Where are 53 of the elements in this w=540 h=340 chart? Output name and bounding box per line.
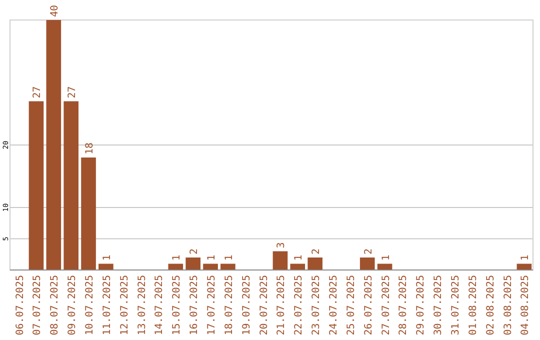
data-label: 27 [67,86,78,98]
bar [28,101,44,270]
x-tick-label: 13.07.2025 [136,275,148,336]
x-tick-label: 06.07.2025 [14,275,26,336]
data-label: 1 [102,254,113,261]
bar [46,20,62,270]
x-tick-label: 19.07.2025 [241,275,252,336]
x-tick-label: 09.07.2025 [67,275,78,336]
x-tick-label: 14.07.2025 [154,275,166,336]
bar [360,258,375,270]
x-tick-label: 29.07.2025 [416,275,427,336]
data-label: 27 [32,86,44,98]
x-tick-label: 11.07.2025 [102,275,113,336]
bar [186,258,200,270]
data-label: 1 [520,254,532,261]
x-tick-label: 30.07.2025 [433,275,444,336]
data-label: 2 [363,248,374,254]
x-tick-label: 25.07.2025 [346,275,357,336]
x-tick-label: 26.07.2025 [363,275,374,336]
x-tick-label: 03.08.2025 [502,275,514,336]
x-tick-label: 08.07.2025 [50,275,61,336]
data-label: 3 [276,242,288,248]
data-label: 1 [206,254,218,261]
x-tick-label: 22.07.2025 [294,275,305,336]
x-tick-label: 16.07.2025 [189,275,200,336]
x-tick-label: 21.07.2025 [276,275,288,336]
data-label: 2 [189,248,200,254]
x-tick-label: 23.07.2025 [311,275,322,336]
x-tick-label: 24.07.2025 [328,275,340,336]
x-tick-label: 04.08.2025 [520,275,532,336]
data-label: 1 [172,254,183,261]
bar [64,101,78,270]
x-tick-label: 12.07.2025 [119,275,130,336]
x-tick-label: 18.07.2025 [224,275,235,336]
x-tick-label: 20.07.2025 [258,275,270,336]
bar [308,258,322,270]
x-tick-label: 02.08.2025 [485,275,496,336]
x-tick-label: 17.07.2025 [206,275,218,336]
data-label: 1 [224,254,235,261]
data-label: 2 [311,248,322,254]
data-label: 40 [50,4,61,17]
x-tick-label: 10.07.2025 [84,275,96,336]
x-tick-label: 01.08.2025 [468,275,479,336]
bar [81,158,96,270]
x-tick-label: 27.07.2025 [380,275,392,336]
data-label: 1 [380,254,392,261]
data-label: 1 [294,254,305,261]
x-tick-label: 07.07.2025 [32,275,44,336]
data-label: 18 [84,142,96,154]
x-tick-label: 31.07.2025 [450,275,462,336]
x-tick-label: 15.07.2025 [172,275,183,336]
bar [272,251,288,270]
x-tick-label: 28.07.2025 [398,275,410,336]
